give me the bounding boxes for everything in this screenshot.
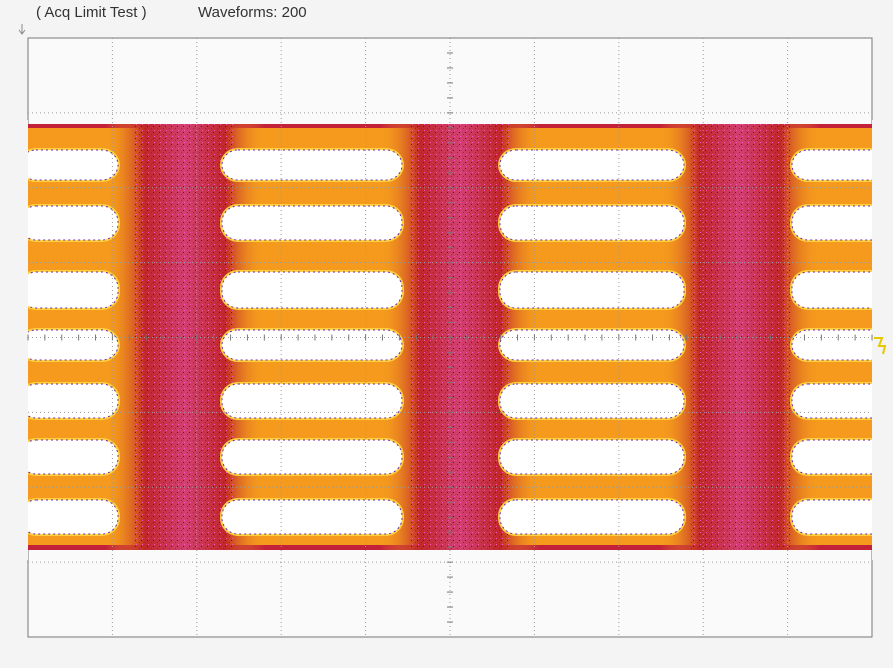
clip-left [0, 120, 28, 560]
trigger-arrow [18, 24, 26, 35]
clip-right [872, 120, 893, 560]
level-marker [874, 337, 887, 355]
eye-opening [19, 205, 119, 241]
waveform-count: Waveforms: 200 [198, 4, 307, 21]
eye-opening [221, 149, 403, 181]
eye-opening [499, 499, 685, 535]
eye-opening [791, 329, 893, 361]
eye-opening [499, 149, 685, 181]
eye-opening [19, 383, 119, 419]
eye-opening [19, 271, 119, 309]
eye-opening [19, 499, 119, 535]
eye-opening [221, 439, 403, 475]
eye-opening [791, 205, 893, 241]
eye-opening [791, 271, 893, 309]
eye-opening [791, 439, 893, 475]
eye-opening [499, 383, 685, 419]
eye-opening [791, 383, 893, 419]
eye-opening [19, 439, 119, 475]
eye-opening [499, 439, 685, 475]
eye-opening [791, 499, 893, 535]
eye-opening [499, 205, 685, 241]
eye-opening [221, 205, 403, 241]
eye-opening [221, 383, 403, 419]
graticule [27, 37, 873, 638]
eye-opening [19, 329, 119, 361]
eye-opening [499, 329, 685, 361]
eye-opening [791, 149, 893, 181]
eye-opening [19, 149, 119, 181]
waveform-layer [0, 120, 893, 560]
acq-mode: ( Acq Limit Test ) [36, 4, 147, 21]
eye-opening [221, 329, 403, 361]
eye-opening [221, 499, 403, 535]
eye-opening [221, 271, 403, 309]
eye-opening [499, 271, 685, 309]
